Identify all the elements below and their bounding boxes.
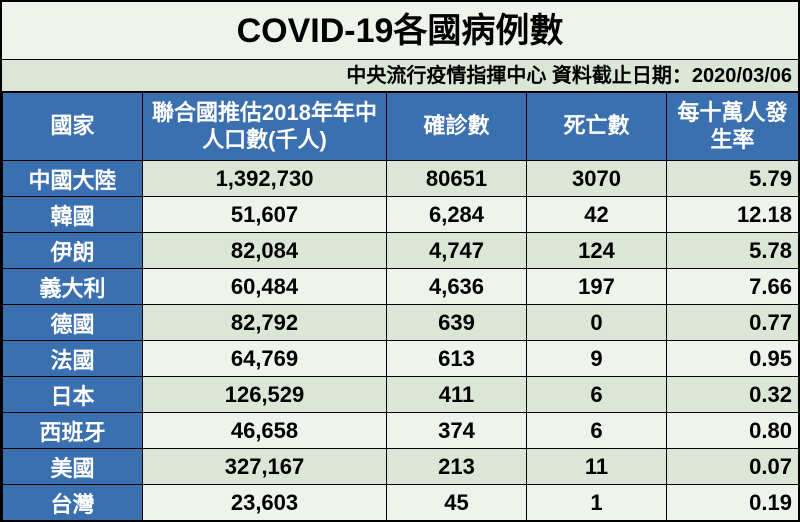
table-row: 法國64,76961390.95	[3, 341, 799, 377]
country-cell: 中國大陸	[3, 161, 143, 197]
country-cell: 日本	[3, 377, 143, 413]
population-cell: 23,603	[143, 485, 387, 521]
rate-cell: 5.78	[667, 233, 799, 269]
table-row: 台灣23,6034510.19	[3, 485, 799, 521]
table-row: 西班牙46,65837460.80	[3, 413, 799, 449]
deaths-cell: 9	[527, 341, 667, 377]
column-header: 國家	[3, 93, 143, 161]
country-cell: 西班牙	[3, 413, 143, 449]
rate-cell: 0.77	[667, 305, 799, 341]
cases-cell: 411	[387, 377, 527, 413]
deaths-cell: 42	[527, 197, 667, 233]
cases-cell: 639	[387, 305, 527, 341]
rate-cell: 7.66	[667, 269, 799, 305]
country-cell: 義大利	[3, 269, 143, 305]
rate-cell: 0.07	[667, 449, 799, 485]
country-cell: 法國	[3, 341, 143, 377]
deaths-cell: 3070	[527, 161, 667, 197]
cases-cell: 374	[387, 413, 527, 449]
population-cell: 60,484	[143, 269, 387, 305]
country-cell: 韓國	[3, 197, 143, 233]
rate-cell: 0.80	[667, 413, 799, 449]
rate-cell: 0.19	[667, 485, 799, 521]
table-row: 韓國51,6076,2844212.18	[3, 197, 799, 233]
table-subtitle: 中央流行疫情指揮中心 資料截止日期：2020/03/06	[2, 60, 798, 92]
table-row: 日本126,52941160.32	[3, 377, 799, 413]
country-cell: 美國	[3, 449, 143, 485]
cases-cell: 4,747	[387, 233, 527, 269]
population-cell: 126,529	[143, 377, 387, 413]
table-row: 義大利60,4844,6361977.66	[3, 269, 799, 305]
cases-cell: 613	[387, 341, 527, 377]
population-cell: 64,769	[143, 341, 387, 377]
deaths-cell: 0	[527, 305, 667, 341]
population-cell: 46,658	[143, 413, 387, 449]
rate-cell: 12.18	[667, 197, 799, 233]
cases-cell: 213	[387, 449, 527, 485]
table-row: 美國327,167213110.07	[3, 449, 799, 485]
column-header: 聯合國推估2018年年中人口數(千人)	[143, 93, 387, 161]
table-row: 德國82,79263900.77	[3, 305, 799, 341]
column-header: 每十萬人發生率	[667, 93, 799, 161]
country-cell: 伊朗	[3, 233, 143, 269]
table-row: 伊朗82,0844,7471245.78	[3, 233, 799, 269]
deaths-cell: 197	[527, 269, 667, 305]
table-body: 中國大陸1,392,7308065130705.79韓國51,6076,2844…	[3, 161, 799, 521]
population-cell: 1,392,730	[143, 161, 387, 197]
rate-cell: 0.32	[667, 377, 799, 413]
population-cell: 82,084	[143, 233, 387, 269]
country-cell: 台灣	[3, 485, 143, 521]
deaths-cell: 6	[527, 377, 667, 413]
deaths-cell: 124	[527, 233, 667, 269]
table-header-row: 國家聯合國推估2018年年中人口數(千人)確診數死亡數每十萬人發生率	[3, 93, 799, 161]
rate-cell: 0.95	[667, 341, 799, 377]
cases-cell: 6,284	[387, 197, 527, 233]
cases-cell: 45	[387, 485, 527, 521]
population-cell: 51,607	[143, 197, 387, 233]
cases-cell: 4,636	[387, 269, 527, 305]
table-row: 中國大陸1,392,7308065130705.79	[3, 161, 799, 197]
population-cell: 82,792	[143, 305, 387, 341]
population-cell: 327,167	[143, 449, 387, 485]
column-header: 確診數	[387, 93, 527, 161]
covid-cases-table: 國家聯合國推估2018年年中人口數(千人)確診數死亡數每十萬人發生率 中國大陸1…	[2, 92, 799, 521]
column-header: 死亡數	[527, 93, 667, 161]
deaths-cell: 6	[527, 413, 667, 449]
deaths-cell: 1	[527, 485, 667, 521]
table-title: COVID-19各國病例數	[2, 2, 798, 60]
rate-cell: 5.79	[667, 161, 799, 197]
country-cell: 德國	[3, 305, 143, 341]
covid-table-container: COVID-19各國病例數 中央流行疫情指揮中心 資料截止日期：2020/03/…	[0, 0, 800, 522]
cases-cell: 80651	[387, 161, 527, 197]
deaths-cell: 11	[527, 449, 667, 485]
